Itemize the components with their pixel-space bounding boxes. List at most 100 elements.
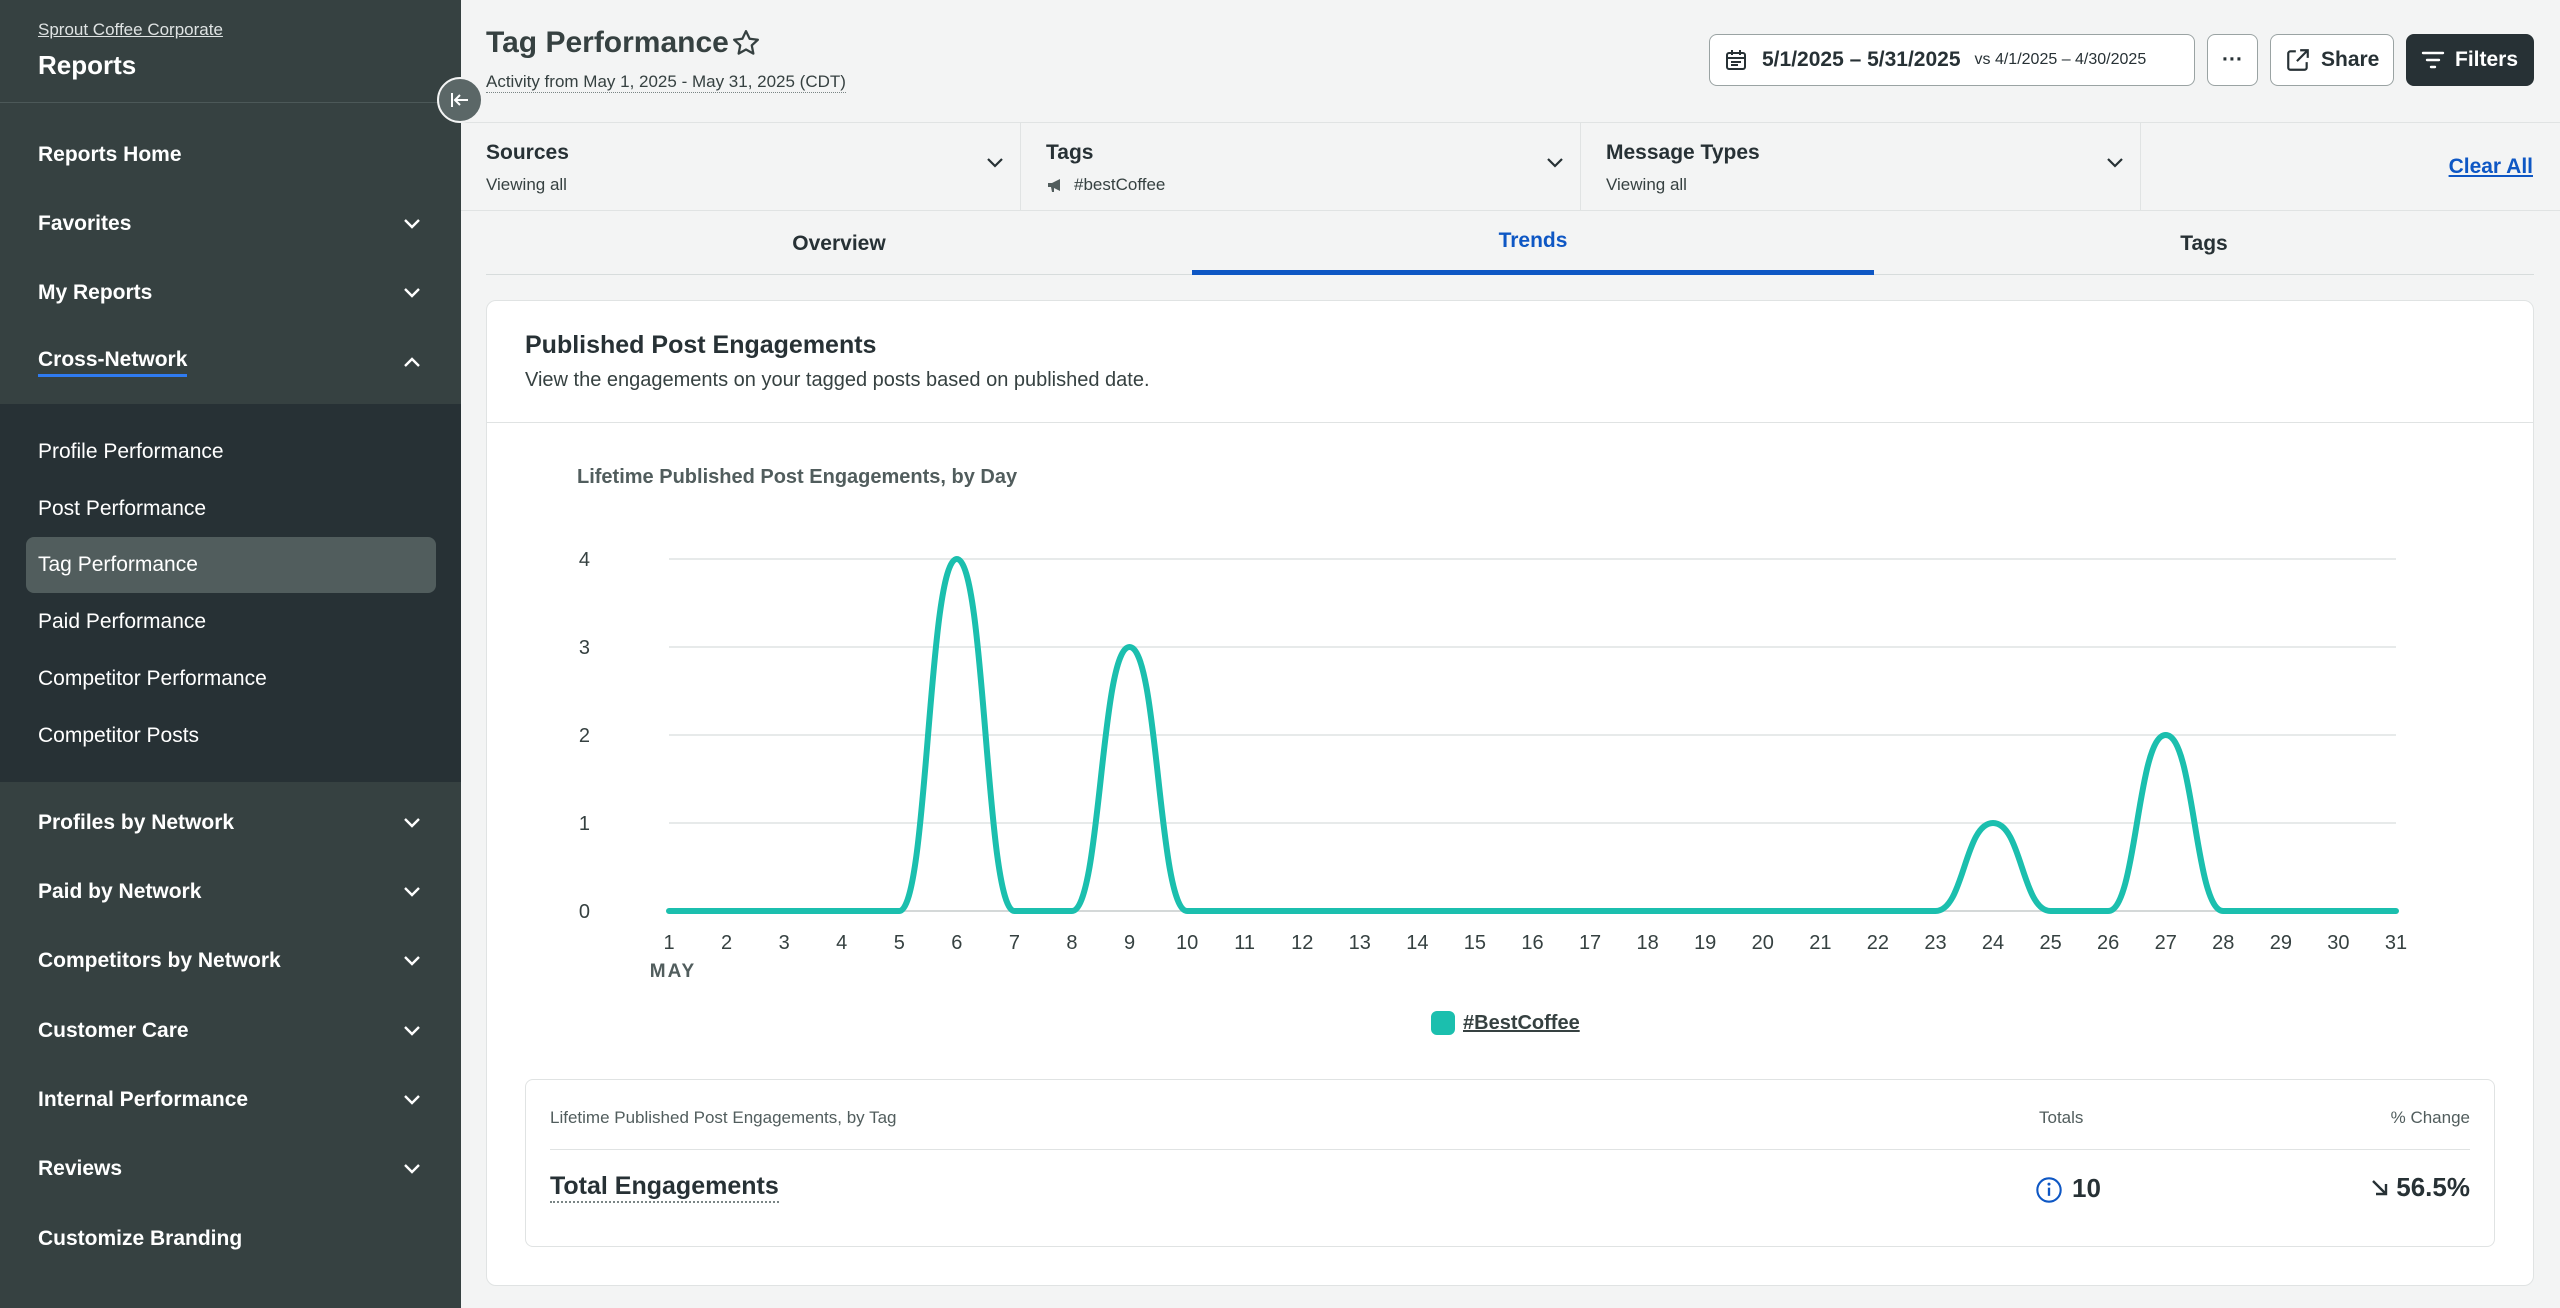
sidebar-item-label: Reports Home xyxy=(38,143,182,166)
legend-item-label: #BestCoffee xyxy=(1463,1011,1580,1034)
chevron-down-icon xyxy=(401,282,423,304)
tab-tags[interactable]: Tags xyxy=(2180,231,2228,255)
card-description: View the engagements on your tagged post… xyxy=(525,369,1150,391)
published-post-engagements-card: Published Post Engagements View the enga… xyxy=(486,300,2534,1286)
x-tick-label: 20 xyxy=(1752,932,1774,954)
x-tick-label: 3 xyxy=(779,932,790,954)
date-range-picker[interactable]: 5/1/2025 – 5/31/2025 vs 4/1/2025 – 4/30/… xyxy=(1709,34,2195,86)
divider xyxy=(487,422,2533,423)
arrow-down-right-icon xyxy=(2372,1179,2388,1195)
x-tick-label: 14 xyxy=(1406,932,1428,954)
sidebar-item-cross-network[interactable]: Cross-Network xyxy=(0,335,461,389)
share-icon xyxy=(2287,49,2309,71)
sidebar-item-favorites[interactable]: Favorites xyxy=(0,197,461,251)
x-tick-label: 21 xyxy=(1809,932,1831,954)
more-options-button[interactable]: ··· xyxy=(2207,34,2258,86)
filter-icon xyxy=(2421,51,2445,69)
collapse-left-icon xyxy=(451,93,468,107)
sidebar-item-profile-performance[interactable]: Profile Performance xyxy=(38,440,224,463)
chevron-down-icon xyxy=(1547,158,1563,168)
sidebar-item-paid-performance[interactable]: Paid Performance xyxy=(38,610,207,633)
sidebar-title: Reports xyxy=(38,50,137,80)
x-tick-label: 2 xyxy=(721,932,732,954)
x-tick-label: 24 xyxy=(1982,932,2004,954)
sidebar-item-my-reports[interactable]: My Reports xyxy=(0,266,461,320)
calendar-icon xyxy=(1726,50,1746,70)
x-tick-label: 23 xyxy=(1924,932,1946,954)
chevron-down-icon xyxy=(2107,158,2123,168)
page-subtitle: Activity from May 1, 2025 - May 31, 2025… xyxy=(486,72,846,93)
engagements-summary-table: Lifetime Published Post Engagements, by … xyxy=(525,1079,2495,1247)
card-title: Published Post Engagements xyxy=(525,331,877,359)
sidebar-item-competitor-performance[interactable]: Competitor Performance xyxy=(38,667,267,690)
sidebar-item-customize-branding[interactable]: Customize Branding xyxy=(0,1212,461,1266)
chevron-down-icon xyxy=(401,1158,423,1180)
filters-button[interactable]: Filters xyxy=(2406,34,2534,86)
sidebar-item-label: My Reports xyxy=(38,281,153,304)
chevron-down-icon xyxy=(401,950,423,972)
sidebar-item-post-performance[interactable]: Post Performance xyxy=(38,497,207,520)
info-icon[interactable] xyxy=(2035,1176,2063,1204)
filter-label: Message Types xyxy=(1606,141,1760,164)
x-tick-label: 15 xyxy=(1464,932,1486,954)
chevron-down-icon xyxy=(987,158,1003,168)
x-tick-label: 6 xyxy=(951,932,962,954)
x-tick-label: 7 xyxy=(1009,932,1020,954)
chevron-down-icon xyxy=(401,1020,423,1042)
megaphone-icon xyxy=(1048,179,1060,192)
x-tick-label: 10 xyxy=(1176,932,1198,954)
sidebar-item-customer-care[interactable]: Customer Care xyxy=(0,1004,461,1058)
tab-trends[interactable]: Trends xyxy=(1192,212,1874,275)
chevron-down-icon xyxy=(401,1089,423,1111)
sidebar-item-tag-performance[interactable]: Tag Performance xyxy=(26,537,436,593)
sidebar-item-competitor-posts[interactable]: Competitor Posts xyxy=(38,724,200,747)
org-name-link[interactable]: Sprout Coffee Corporate xyxy=(38,20,223,39)
pct-change-header: % Change xyxy=(2390,1108,2470,1127)
x-tick-label: 17 xyxy=(1579,932,1601,954)
divider xyxy=(0,102,461,103)
x-tick-label: 16 xyxy=(1521,932,1543,954)
total-engagements-label[interactable]: Total Engagements xyxy=(550,1172,779,1203)
sidebar: Sprout Coffee Corporate Reports Reports … xyxy=(0,0,461,1308)
total-engagements-value: 10 xyxy=(2072,1173,2101,1203)
filter-value-text: #bestCoffee xyxy=(1074,175,1166,194)
sidebar-item-competitors-by-network[interactable]: Competitors by Network xyxy=(0,934,461,988)
legend-swatch xyxy=(1431,1011,1455,1035)
chevron-down-icon xyxy=(401,213,423,235)
chart-legend[interactable]: #BestCoffee xyxy=(1431,1011,1580,1035)
x-tick-label: 31 xyxy=(2385,932,2407,954)
sources-filter[interactable]: Sources Viewing all xyxy=(461,123,1021,211)
y-tick-label: 2 xyxy=(579,725,590,747)
x-tick-label: 30 xyxy=(2327,932,2349,954)
summary-header-label: Lifetime Published Post Engagements, by … xyxy=(550,1108,897,1127)
favorite-star-icon[interactable] xyxy=(731,28,761,58)
filter-value-text: Viewing all xyxy=(1606,175,1687,194)
sidebar-item-label: Reviews xyxy=(38,1157,123,1180)
sidebar-item-profiles-by-network[interactable]: Profiles by Network xyxy=(0,796,461,850)
collapse-sidebar-button[interactable] xyxy=(437,77,483,123)
sidebar-item-reports-home[interactable]: Reports Home xyxy=(0,128,461,182)
message-types-filter[interactable]: Message Types Viewing all xyxy=(1581,123,2141,211)
sidebar-item-label: Favorites xyxy=(38,212,132,235)
clear-all-link[interactable]: Clear All xyxy=(2448,155,2533,178)
tags-filter[interactable]: Tags #bestCoffee xyxy=(1021,123,1581,211)
share-button[interactable]: Share xyxy=(2270,34,2394,86)
x-tick-label: 18 xyxy=(1637,932,1659,954)
y-tick-label: 4 xyxy=(579,549,590,571)
y-tick-label: 1 xyxy=(579,813,590,835)
x-tick-label: 4 xyxy=(836,932,847,954)
sidebar-item-reviews[interactable]: Reviews xyxy=(0,1142,461,1196)
sidebar-item-label: Customize Branding xyxy=(38,1227,243,1250)
filter-label: Sources xyxy=(486,141,569,164)
sidebar-item-label: Paid by Network xyxy=(38,880,202,903)
x-tick-label: 9 xyxy=(1124,932,1135,954)
x-tick-label: 26 xyxy=(2097,932,2119,954)
sidebar-item-paid-by-network[interactable]: Paid by Network xyxy=(0,865,461,919)
x-tick-label: 19 xyxy=(1694,932,1716,954)
y-tick-label: 3 xyxy=(579,637,590,659)
x-tick-label: 12 xyxy=(1291,932,1313,954)
sidebar-item-internal-performance[interactable]: Internal Performance xyxy=(0,1073,461,1127)
pct-change-text: 56.5% xyxy=(2396,1172,2470,1202)
tab-overview[interactable]: Overview xyxy=(792,231,886,255)
